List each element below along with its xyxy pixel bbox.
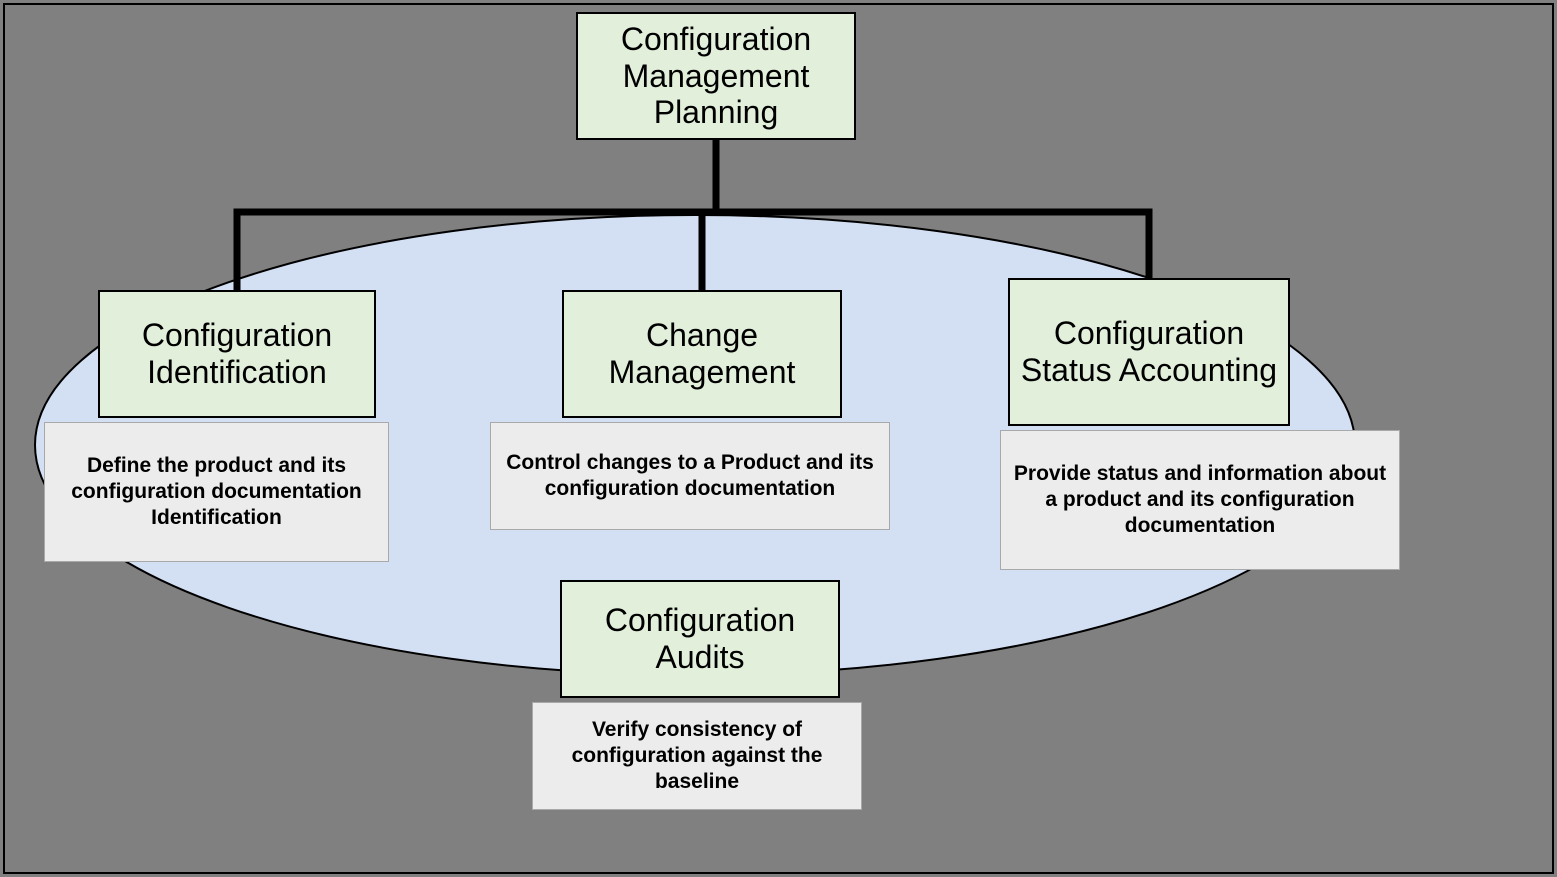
child1-desc: Define the product and its configuration… [44,422,389,562]
child4-node: Configuration Audits [560,580,840,698]
child2-desc: Control changes to a Product and its con… [490,422,890,530]
root-node: Configuration Management Planning [576,12,856,140]
child2-node: Change Management [562,290,842,418]
child3-desc: Provide status and information about a p… [1000,430,1400,570]
child1-node: Configuration Identification [98,290,376,418]
diagram-canvas: Define the product and its configuration… [0,0,1557,877]
child4-desc: Verify consistency of configuration agai… [532,702,862,810]
child3-node: Configuration Status Accounting [1008,278,1290,426]
